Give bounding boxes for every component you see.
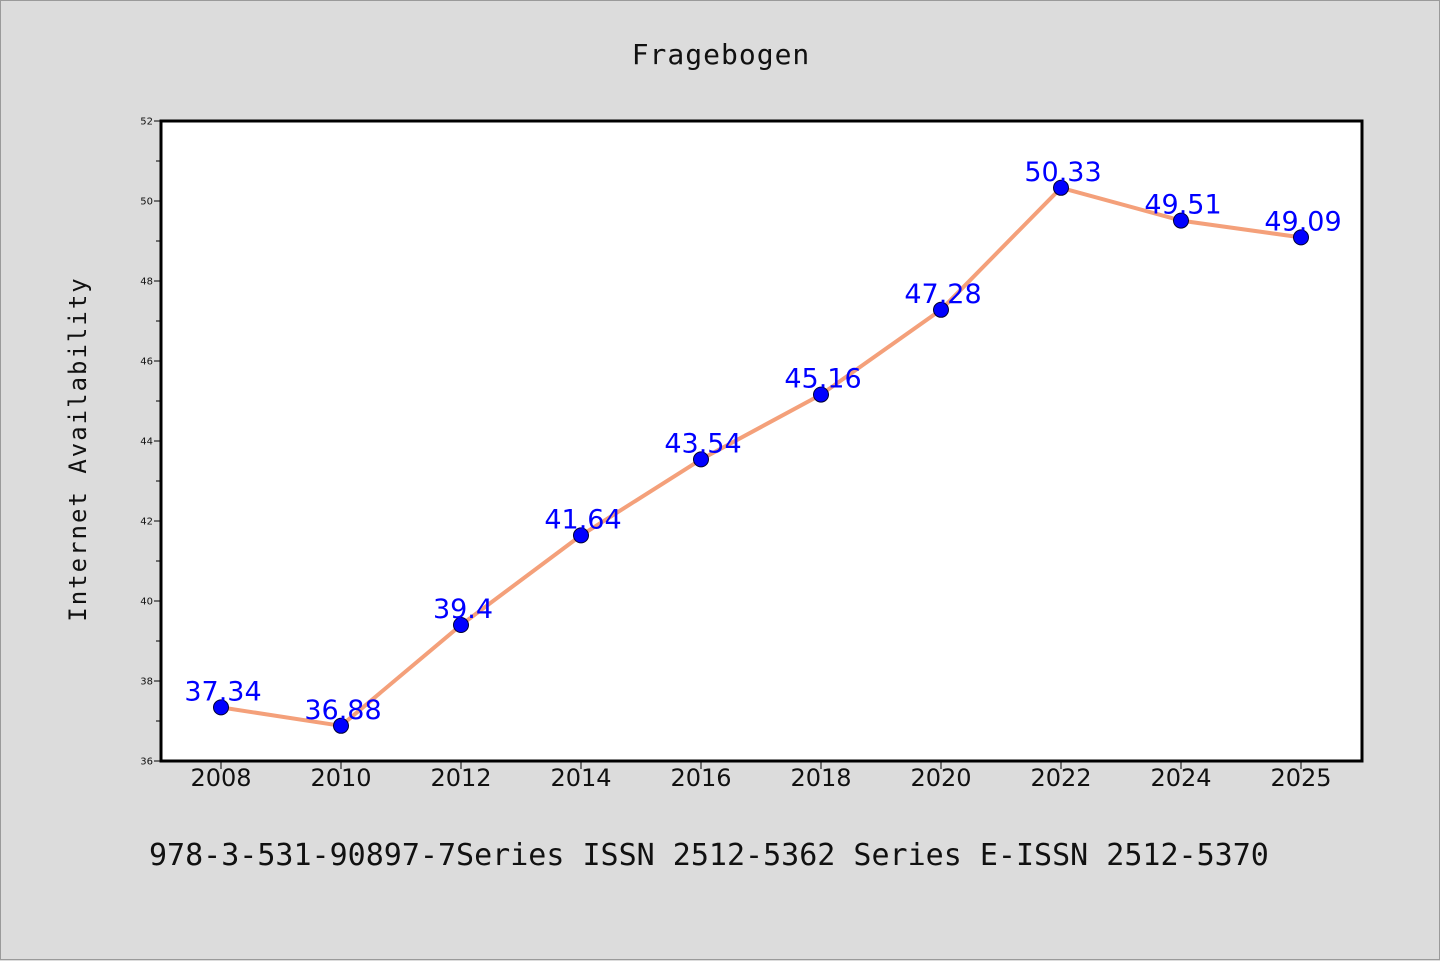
x-tick-label: 2018	[790, 764, 851, 792]
data-point	[213, 699, 229, 716]
x-tick-label: 2022	[1030, 764, 1091, 792]
x-tick-label: 2014	[550, 764, 611, 792]
data-point	[573, 527, 589, 544]
y-tick-label: 52	[140, 117, 153, 128]
data-label: 36.88	[304, 695, 381, 726]
data-label: 39.4	[433, 594, 493, 625]
footer-isbn-text: 978-3-531-90897-7Series ISSN 2512-5362 S…	[149, 838, 1269, 873]
x-tick-label: 2020	[910, 764, 971, 792]
data-label: 43.54	[664, 428, 741, 459]
y-tick-label: 42	[140, 517, 153, 528]
y-tick-label: 48	[140, 277, 153, 288]
data-point	[1053, 179, 1069, 196]
y-tick-label: 44	[140, 437, 153, 448]
plot-area	[159, 119, 1364, 763]
series-line	[219, 185, 1303, 728]
data-label: 41.64	[544, 504, 621, 535]
x-tick-label: 2024	[1150, 764, 1211, 792]
y-axis-label: Internet Availability	[64, 276, 92, 621]
x-axis-ticks: 2008 2010 2012 2014 2016 2018 2020 2022 2024 2025	[190, 762, 1332, 792]
x-tick-label: 2025	[1270, 764, 1331, 792]
x-tick-label: 2010	[310, 764, 371, 792]
y-tick-label: 36	[140, 757, 153, 768]
x-tick-label: 2008	[190, 764, 251, 792]
data-point	[1173, 212, 1189, 229]
data-label: 49.09	[1264, 206, 1341, 237]
data-label: 49.51	[1144, 190, 1221, 221]
data-point	[813, 386, 829, 403]
chart-title: Fragebogen	[632, 38, 811, 71]
x-tick-label: 2016	[670, 764, 731, 792]
data-point	[693, 451, 709, 468]
y-tick-label: 38	[140, 677, 153, 688]
y-tick-label: 46	[140, 357, 153, 368]
series-group: 37.34 36.88 39.4 41.64 43.54 45.16 47.28 50.33 4…	[184, 157, 1342, 734]
y-axis-ticks: 36 38 40 42 44 46 48 50 52	[140, 117, 160, 768]
data-point	[453, 617, 469, 633]
data-label: 37.34	[184, 676, 261, 707]
data-label: 47.28	[904, 279, 981, 310]
y-tick-label: 50	[140, 197, 153, 208]
data-point	[333, 717, 349, 734]
data-point	[933, 301, 949, 318]
data-point	[1293, 229, 1309, 246]
data-label: 45.16	[784, 364, 861, 395]
y-tick-label: 40	[140, 597, 153, 608]
data-label: 50.33	[1024, 157, 1101, 188]
x-tick-label: 2012	[430, 764, 491, 792]
